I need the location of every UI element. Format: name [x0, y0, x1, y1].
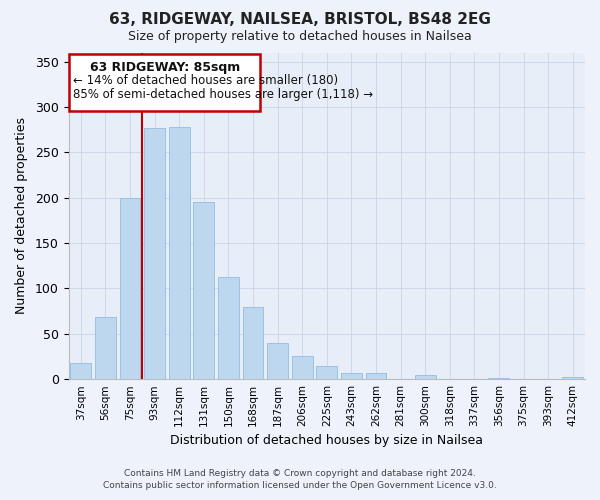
- Y-axis label: Number of detached properties: Number of detached properties: [15, 118, 28, 314]
- Bar: [70, 363, 91, 379]
- Bar: [415, 374, 436, 379]
- Bar: [119, 198, 140, 379]
- Bar: [95, 318, 116, 379]
- Text: 63, RIDGEWAY, NAILSEA, BRISTOL, BS48 2EG: 63, RIDGEWAY, NAILSEA, BRISTOL, BS48 2EG: [109, 12, 491, 28]
- Bar: [488, 378, 509, 379]
- Bar: [242, 308, 263, 379]
- Text: Size of property relative to detached houses in Nailsea: Size of property relative to detached ho…: [128, 30, 472, 43]
- Text: 85% of semi-detached houses are larger (1,118) →: 85% of semi-detached houses are larger (…: [73, 88, 373, 101]
- Bar: [218, 276, 239, 379]
- X-axis label: Distribution of detached houses by size in Nailsea: Distribution of detached houses by size …: [170, 434, 483, 448]
- Bar: [267, 343, 288, 379]
- Bar: [193, 202, 214, 379]
- Bar: [144, 128, 165, 379]
- Bar: [562, 378, 583, 379]
- Bar: [169, 127, 190, 379]
- Bar: [365, 373, 386, 379]
- Text: Contains HM Land Registry data © Crown copyright and database right 2024.
Contai: Contains HM Land Registry data © Crown c…: [103, 468, 497, 490]
- Text: 63 RIDGEWAY: 85sqm: 63 RIDGEWAY: 85sqm: [89, 60, 240, 74]
- Bar: [292, 356, 313, 379]
- Bar: [341, 373, 362, 379]
- FancyBboxPatch shape: [69, 54, 260, 112]
- Text: ← 14% of detached houses are smaller (180): ← 14% of detached houses are smaller (18…: [73, 74, 338, 88]
- Bar: [316, 366, 337, 379]
